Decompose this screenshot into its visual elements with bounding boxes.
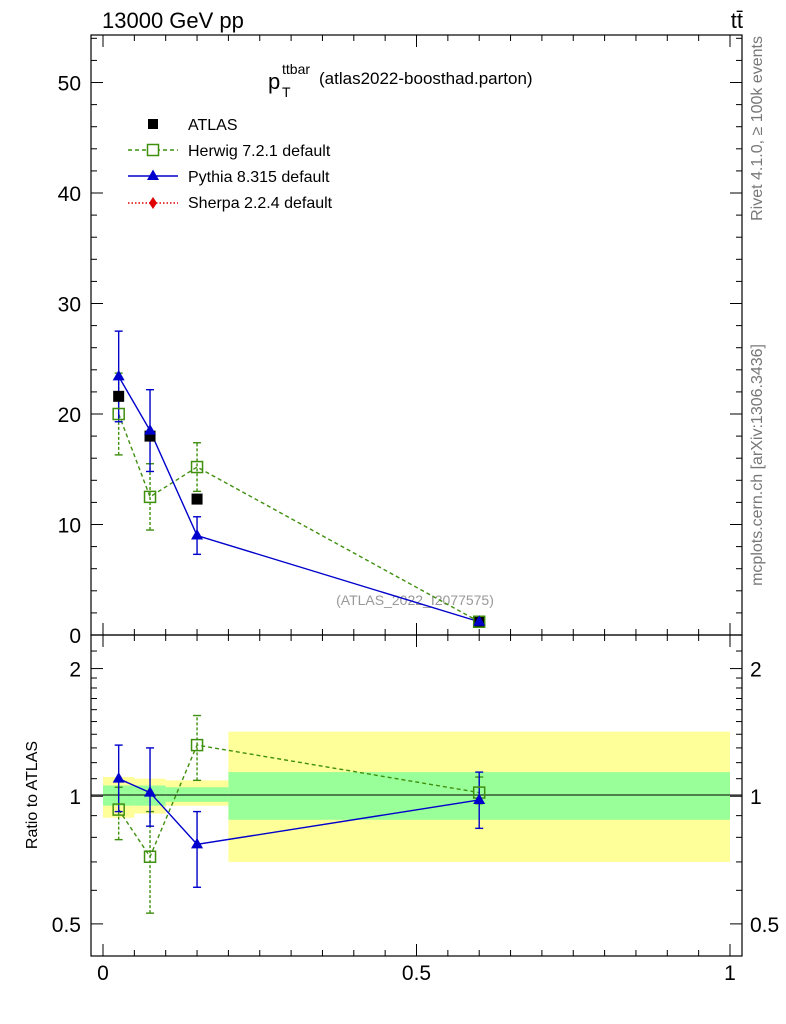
y-tick-label: 30	[58, 294, 81, 317]
atlas-point	[191, 493, 203, 505]
title-sup: ttbar	[282, 61, 310, 77]
ratio-y-tick-label: 1	[69, 786, 81, 809]
legend-sherpa-label: Sherpa 2.2.4 default	[188, 195, 333, 212]
ratio-pythia-point	[473, 793, 486, 804]
ratio-y-tick-label: 2	[69, 659, 81, 682]
legend: ATLAS Herwig 7.2.1 default Pythia 8.315 …	[128, 117, 333, 212]
main-panel: 0 10 20 30 40 50 p ttbar T (atlas2022-boostha…	[58, 34, 743, 648]
plot-title: p ttbar T (atlas2022-boosthad.parton)	[268, 61, 533, 100]
legend-atlas-marker	[148, 119, 158, 129]
legend-item-herwig: Herwig 7.2.1 default	[128, 143, 331, 160]
ratio-y-tick-label: 0.5	[52, 914, 81, 937]
y-tick-label: 50	[58, 73, 81, 96]
ratio-pythia-point	[144, 786, 157, 797]
ratio-pythia-point	[112, 772, 125, 783]
ratio-y-tick-label-right: 1	[750, 786, 762, 809]
y-tick-label: 40	[58, 183, 81, 206]
ratio-ylabel: Ratio to ATLAS	[24, 741, 41, 849]
x-tick-label: 1	[724, 962, 736, 985]
herwig-point	[143, 490, 157, 504]
ratio-y-tick-label-right: 2	[750, 659, 762, 682]
herwig-point	[112, 407, 125, 421]
y-tick-label: 20	[58, 404, 81, 427]
legend-item-pythia: Pythia 8.315 default	[128, 169, 330, 186]
y-tick-label: 0	[69, 625, 81, 648]
side-text-top: Rivet 4.1.0, ≥ 100k events	[749, 36, 766, 221]
legend-atlas-label: ATLAS	[188, 117, 238, 134]
ratio-pythia-line	[118, 778, 480, 846]
pythia-point	[144, 424, 157, 435]
pythia-point	[473, 615, 486, 626]
ratio-herwig-line	[118, 744, 480, 859]
ratio-y-tick-label-right: 0.5	[750, 914, 779, 937]
x-tick-label: 0	[97, 962, 109, 985]
pythia-line	[118, 376, 480, 623]
atlas-point	[113, 390, 125, 402]
atlas-point	[144, 430, 156, 442]
side-text-bottom: mcplots.cern.ch [arXiv:1306.3436]	[749, 344, 766, 586]
watermark: (ATLAS_2022_I2077575)	[336, 592, 494, 608]
ratio-herwig-point	[112, 803, 125, 816]
ratio-pythia-point	[191, 837, 204, 849]
ratio-panel: 0.5 0.5 1 1 2 2 0 0.5 1 Ratio to ATLAS	[24, 634, 779, 985]
legend-herwig-marker	[146, 143, 160, 157]
ratio-herwig-point	[190, 738, 204, 752]
y-tick-label: 10	[58, 515, 81, 538]
header-right: tt̄	[731, 8, 743, 33]
legend-herwig-label: Herwig 7.2.1 default	[188, 143, 331, 160]
pythia-point	[191, 529, 204, 540]
ratio-herwig-point	[143, 850, 157, 863]
legend-pythia-marker	[147, 169, 159, 180]
title-rest: (atlas2022-boosthad.parton)	[319, 69, 533, 88]
legend-pythia-label: Pythia 8.315 default	[188, 169, 330, 186]
legend-item-sherpa: Sherpa 2.2.4 default	[128, 195, 333, 212]
legend-sherpa-marker	[149, 197, 157, 209]
pythia-point	[112, 369, 125, 381]
x-tick-label: 0.5	[402, 962, 431, 985]
herwig-point	[190, 460, 204, 474]
ratio-frame	[90, 634, 743, 957]
title-p: p	[268, 69, 280, 94]
header-left: 13000 GeV pp	[102, 8, 244, 33]
legend-item-atlas: ATLAS	[148, 117, 238, 134]
herwig-line	[118, 413, 480, 623]
title-sub: T	[282, 84, 291, 100]
